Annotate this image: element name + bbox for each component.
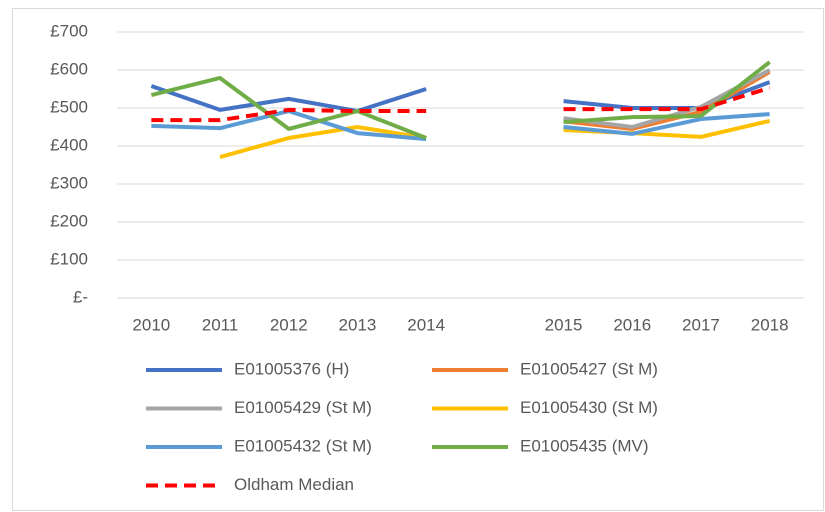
x-tick-label: 2012	[270, 315, 308, 334]
y-tick-label: £300	[50, 173, 88, 192]
y-tick-label: £500	[50, 97, 88, 116]
legend-label: Oldham Median	[234, 475, 354, 494]
x-tick-label: 2018	[751, 315, 789, 334]
x-tick-label: 2015	[545, 315, 583, 334]
legend-label: E01005429 (St M)	[234, 398, 372, 417]
y-tick-label: £200	[50, 211, 88, 230]
legend-label: E01005427 (St M)	[520, 359, 658, 378]
y-tick-label: £700	[50, 21, 88, 40]
legend-label: E01005376 (H)	[234, 359, 349, 378]
legend-label: E01005435 (MV)	[520, 436, 649, 455]
x-tick-label: 2016	[613, 315, 651, 334]
x-tick-label: 2010	[132, 315, 170, 334]
y-tick-label: £100	[50, 249, 88, 268]
legend-label: E01005430 (St M)	[520, 398, 658, 417]
series-line	[563, 70, 771, 131]
x-tick-label: 2014	[407, 315, 445, 334]
x-tick-label: 2017	[682, 315, 720, 334]
series-line	[151, 85, 771, 123]
x-tick-label: 2011	[202, 315, 239, 334]
y-tick-label: £400	[50, 135, 88, 154]
y-tick-label: £600	[50, 59, 88, 78]
legend-label: E01005432 (St M)	[234, 436, 372, 455]
x-tick-label: 2013	[339, 315, 377, 334]
y-tick-label: £-	[73, 287, 88, 306]
series-line	[150, 60, 771, 140]
